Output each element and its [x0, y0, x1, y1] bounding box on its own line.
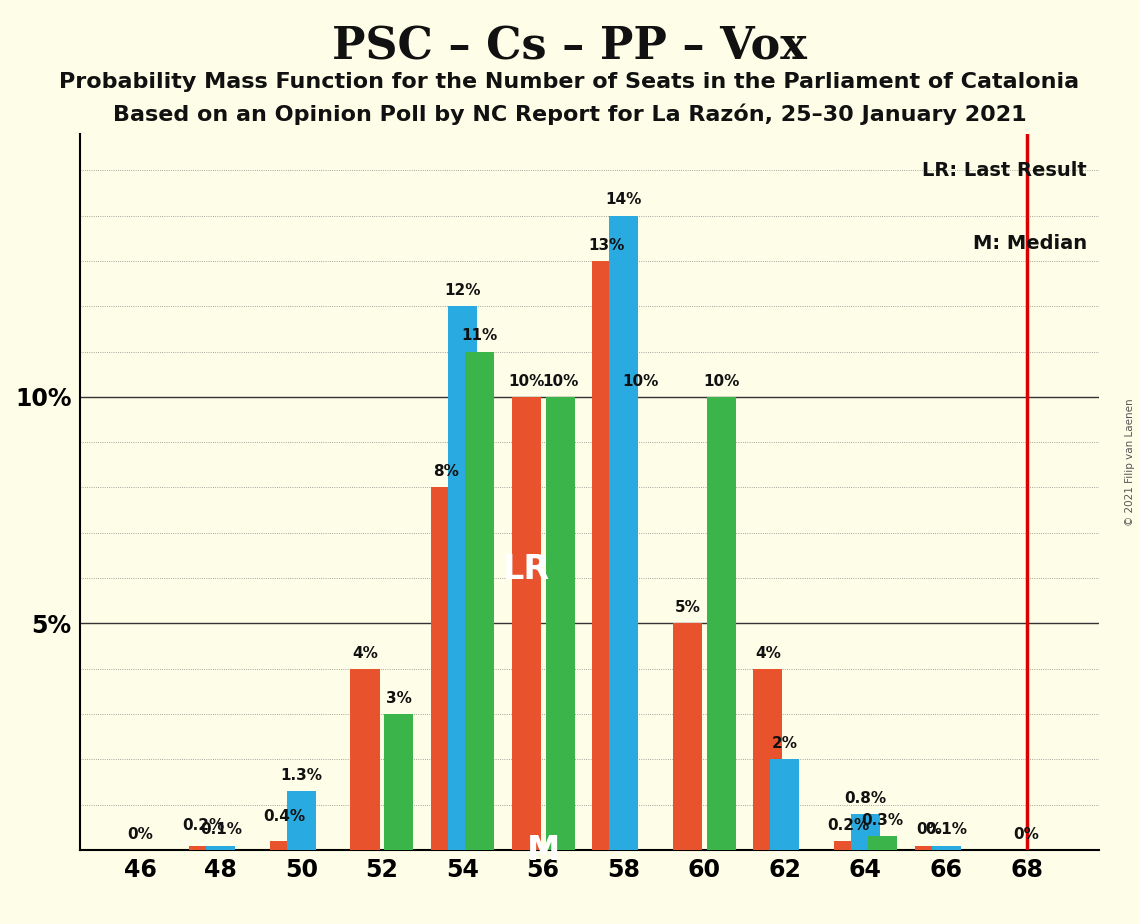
Text: 10%: 10% [508, 373, 544, 389]
Bar [673, 624, 702, 850]
Text: 13%: 13% [589, 237, 625, 253]
Bar [834, 841, 863, 850]
Text: LR: Last Result: LR: Last Result [923, 161, 1087, 180]
Text: 0%: 0% [916, 822, 942, 837]
Bar [753, 669, 782, 850]
Text: 2%: 2% [772, 736, 797, 751]
Text: 4%: 4% [755, 646, 781, 661]
Bar [770, 760, 800, 850]
Bar [511, 396, 541, 850]
Text: LR: LR [502, 553, 550, 586]
Bar [351, 669, 379, 850]
Text: 0.2%: 0.2% [182, 818, 226, 833]
Text: Based on an Opinion Poll by NC Report for La Razón, 25–30 January 2021: Based on an Opinion Poll by NC Report fo… [113, 103, 1026, 125]
Bar [431, 488, 460, 850]
Text: 8%: 8% [433, 465, 459, 480]
Text: 0%: 0% [1014, 827, 1040, 842]
Bar [592, 261, 621, 850]
Bar [384, 714, 413, 850]
Text: 10%: 10% [703, 373, 739, 389]
Text: M: M [526, 833, 559, 867]
Bar [448, 306, 477, 850]
Text: M: Median: M: Median [973, 234, 1087, 252]
Text: 10%: 10% [622, 373, 658, 389]
Text: 5%: 5% [674, 601, 700, 615]
Text: 1.3%: 1.3% [280, 768, 322, 783]
Bar [546, 396, 574, 850]
Bar [609, 215, 638, 850]
Text: 0%: 0% [128, 827, 153, 842]
Text: 0.4%: 0.4% [263, 808, 305, 824]
Bar [287, 791, 316, 850]
Text: PSC – Cs – PP – Vox: PSC – Cs – PP – Vox [333, 26, 806, 69]
Text: 12%: 12% [444, 283, 481, 298]
Bar [868, 836, 896, 850]
Text: 3%: 3% [386, 691, 412, 706]
Text: Probability Mass Function for the Number of Seats in the Parliament of Catalonia: Probability Mass Function for the Number… [59, 72, 1080, 92]
Text: 0.3%: 0.3% [861, 813, 903, 828]
Text: 4%: 4% [352, 646, 378, 661]
Text: 0.1%: 0.1% [199, 822, 241, 837]
Text: 11%: 11% [461, 328, 498, 344]
Text: 10%: 10% [542, 373, 579, 389]
Bar [706, 396, 736, 850]
Bar [915, 845, 943, 850]
Bar [270, 841, 298, 850]
Bar [189, 845, 219, 850]
Bar [851, 814, 880, 850]
Bar [206, 845, 236, 850]
Text: © 2021 Filip van Laenen: © 2021 Filip van Laenen [1125, 398, 1134, 526]
Text: 0.1%: 0.1% [925, 822, 967, 837]
Bar [465, 351, 494, 850]
Text: 0.8%: 0.8% [844, 791, 886, 806]
Text: 14%: 14% [606, 192, 642, 207]
Text: 0.2%: 0.2% [827, 818, 870, 833]
Bar [932, 845, 960, 850]
